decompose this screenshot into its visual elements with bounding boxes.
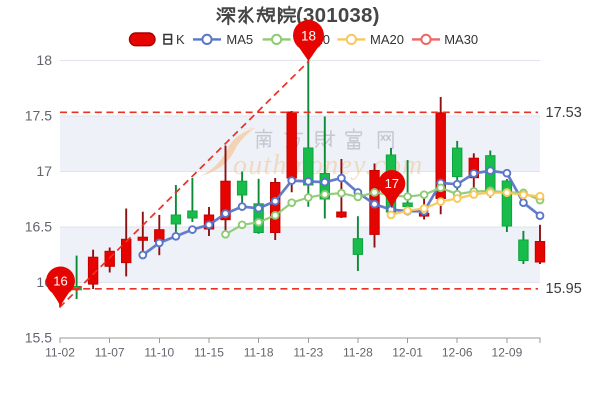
svg-text:MA5: MA5 (226, 32, 253, 47)
svg-text:11-23: 11-23 (293, 346, 323, 360)
svg-text:17: 17 (36, 163, 52, 179)
svg-text:15.95: 15.95 (546, 281, 582, 297)
svg-text:16: 16 (53, 274, 67, 289)
svg-text:17.5: 17.5 (25, 108, 52, 124)
svg-text:(301038): (301038) (296, 4, 380, 27)
svg-text:18: 18 (36, 52, 52, 68)
svg-text:11-07: 11-07 (95, 346, 125, 360)
svg-text:11-18: 11-18 (244, 346, 274, 360)
svg-text:11-28: 11-28 (343, 346, 373, 360)
svg-text:18: 18 (301, 28, 316, 43)
svg-text:MA20: MA20 (370, 32, 404, 47)
svg-text:15.5: 15.5 (25, 330, 52, 346)
svg-text:11-15: 11-15 (194, 346, 224, 360)
svg-text:16.5: 16.5 (25, 219, 52, 235)
svg-text:12-09: 12-09 (492, 346, 523, 360)
svg-text:MA30: MA30 (444, 32, 478, 47)
svg-text:12-06: 12-06 (442, 346, 473, 360)
svg-text:17: 17 (385, 176, 399, 191)
svg-text:11-02: 11-02 (45, 346, 75, 360)
svg-text:K: K (176, 32, 185, 47)
svg-text:11-10: 11-10 (144, 346, 174, 360)
svg-text:12-01: 12-01 (392, 346, 423, 360)
svg-text:17.53: 17.53 (546, 105, 582, 121)
